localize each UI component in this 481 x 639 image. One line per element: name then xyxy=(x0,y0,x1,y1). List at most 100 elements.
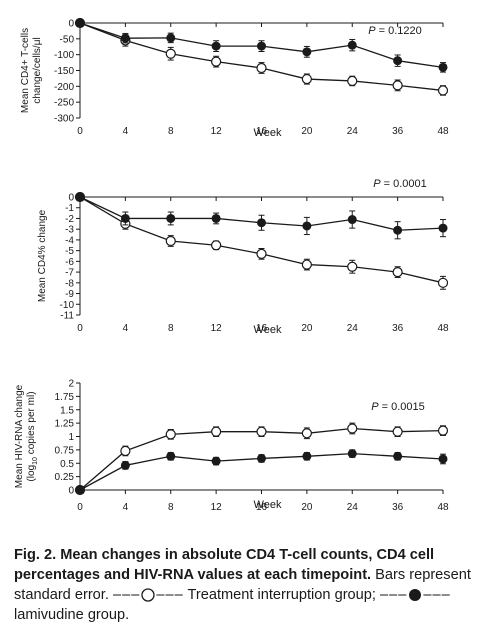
data-point-filled xyxy=(166,451,176,461)
y-tick-label: -10 xyxy=(60,300,75,311)
x-tick-label: 12 xyxy=(211,502,223,513)
y-tick-label: 1.75 xyxy=(55,392,75,403)
y-tick-label: -6 xyxy=(65,257,74,268)
x-tick-label: 16 xyxy=(256,126,268,137)
y-axis-label: Mean HIV-RNA change(log10 copies per ml) xyxy=(14,384,39,488)
y-tick-label: 0.25 xyxy=(55,472,75,483)
p-value-annotation: P = 0.1220 xyxy=(368,25,422,37)
x-tick-label: 48 xyxy=(437,323,449,334)
p-value-rest: = 0.0001 xyxy=(381,178,427,190)
y-tick-label: -2 xyxy=(65,214,74,225)
data-point-open xyxy=(392,426,403,437)
data-point-open xyxy=(392,266,403,278)
x-tick-label: 36 xyxy=(392,323,404,334)
y-tick-label: -250 xyxy=(54,98,74,109)
data-point-open xyxy=(392,80,403,91)
x-tick-label: 8 xyxy=(168,126,174,137)
y-axis-label-line2: change/cells/μl xyxy=(32,37,43,103)
data-point-open xyxy=(301,73,312,85)
y-tick-label: 0 xyxy=(68,486,74,497)
y-tick-label: -1 xyxy=(65,203,74,214)
data-point-filled xyxy=(302,451,312,461)
caption-title: Mean changes in absolute CD4 T-cell coun… xyxy=(14,547,435,583)
data-point-filled xyxy=(120,33,130,43)
p-value-rest: = 0.1220 xyxy=(376,25,422,37)
data-point-open xyxy=(347,75,358,87)
data-point-open xyxy=(301,259,312,270)
x-tick-label: 8 xyxy=(168,323,174,334)
y-tick-label: -9 xyxy=(65,289,74,300)
data-point-open xyxy=(301,428,312,439)
filled-circle-marker-icon xyxy=(409,589,422,602)
data-point-open xyxy=(165,429,176,440)
x-tick-label: 16 xyxy=(256,502,268,513)
data-point-filled xyxy=(302,47,312,57)
y-tick-label: 0 xyxy=(68,193,74,204)
y-tick-label: 1.5 xyxy=(60,405,74,416)
data-point-open xyxy=(437,85,449,96)
data-point-open xyxy=(437,277,449,288)
legend-open-line-left: ––– xyxy=(112,587,141,603)
y-tick-label: -3 xyxy=(65,225,74,236)
x-axis-label: Week xyxy=(254,127,282,139)
x-tick-label: 24 xyxy=(347,323,359,334)
data-point-filled xyxy=(75,485,85,495)
y-tick-label: -150 xyxy=(54,66,74,77)
y-tick-label: -4 xyxy=(65,235,74,246)
data-point-filled xyxy=(166,33,176,43)
data-point-filled xyxy=(257,453,266,463)
data-point-filled xyxy=(166,213,176,223)
data-point-filled xyxy=(120,213,130,223)
p-value-letter: P xyxy=(373,178,381,190)
data-point-filled xyxy=(257,41,266,51)
y-tick-label: 0 xyxy=(68,19,74,30)
data-point-filled xyxy=(211,41,221,51)
x-tick-label: 4 xyxy=(123,323,129,334)
data-point-filled xyxy=(211,213,221,223)
data-point-open xyxy=(347,423,358,434)
open-circle-marker-icon xyxy=(141,588,155,602)
y-axis-label-line1: Mean CD4+ T-cells xyxy=(20,28,31,113)
y-axis-label-line2: (log xyxy=(26,465,37,482)
y-tick-label: 0.5 xyxy=(60,459,74,470)
x-axis-label: Week xyxy=(254,499,282,511)
x-tick-label: 20 xyxy=(301,502,313,513)
x-tick-label: 0 xyxy=(77,126,83,137)
y-tick-label: 1 xyxy=(68,432,74,443)
y-tick-label: -11 xyxy=(60,311,74,322)
x-tick-label: 12 xyxy=(211,126,223,137)
data-point-filled xyxy=(438,223,448,233)
data-point-filled xyxy=(393,225,403,235)
data-point-open xyxy=(165,235,176,247)
data-point-open xyxy=(120,445,131,457)
p-value-rest: = 0.0015 xyxy=(379,401,425,413)
data-point-open xyxy=(347,261,358,272)
data-point-filled xyxy=(302,221,312,231)
x-tick-label: 24 xyxy=(347,126,359,137)
data-point-open xyxy=(256,426,267,437)
data-point-filled xyxy=(120,460,130,470)
y-axis-label: Mean CD4+ T-cellschange/cells/μl xyxy=(20,28,43,113)
p-value-annotation: P = 0.0001 xyxy=(373,178,427,190)
data-point-filled xyxy=(393,56,403,66)
data-point-open xyxy=(437,425,449,436)
x-tick-label: 8 xyxy=(168,502,174,513)
y-axis-label-sub: 10 xyxy=(32,457,39,465)
y-tick-label: 2 xyxy=(68,379,74,390)
x-tick-label: 36 xyxy=(392,502,404,513)
figure-caption: Fig. 2. Mean changes in absolute CD4 T-c… xyxy=(14,545,472,625)
x-tick-label: 12 xyxy=(211,323,223,334)
x-tick-label: 48 xyxy=(437,502,449,513)
x-tick-label: 0 xyxy=(77,323,83,334)
p-value-letter: P xyxy=(371,401,379,413)
y-tick-label: -7 xyxy=(65,268,74,279)
data-point-filled xyxy=(211,456,221,466)
x-tick-label: 0 xyxy=(77,502,83,513)
legend-filled-line-right: ––– xyxy=(423,587,451,603)
x-tick-label: 36 xyxy=(392,126,404,137)
data-point-open xyxy=(256,248,267,259)
y-tick-label: -8 xyxy=(65,278,74,289)
